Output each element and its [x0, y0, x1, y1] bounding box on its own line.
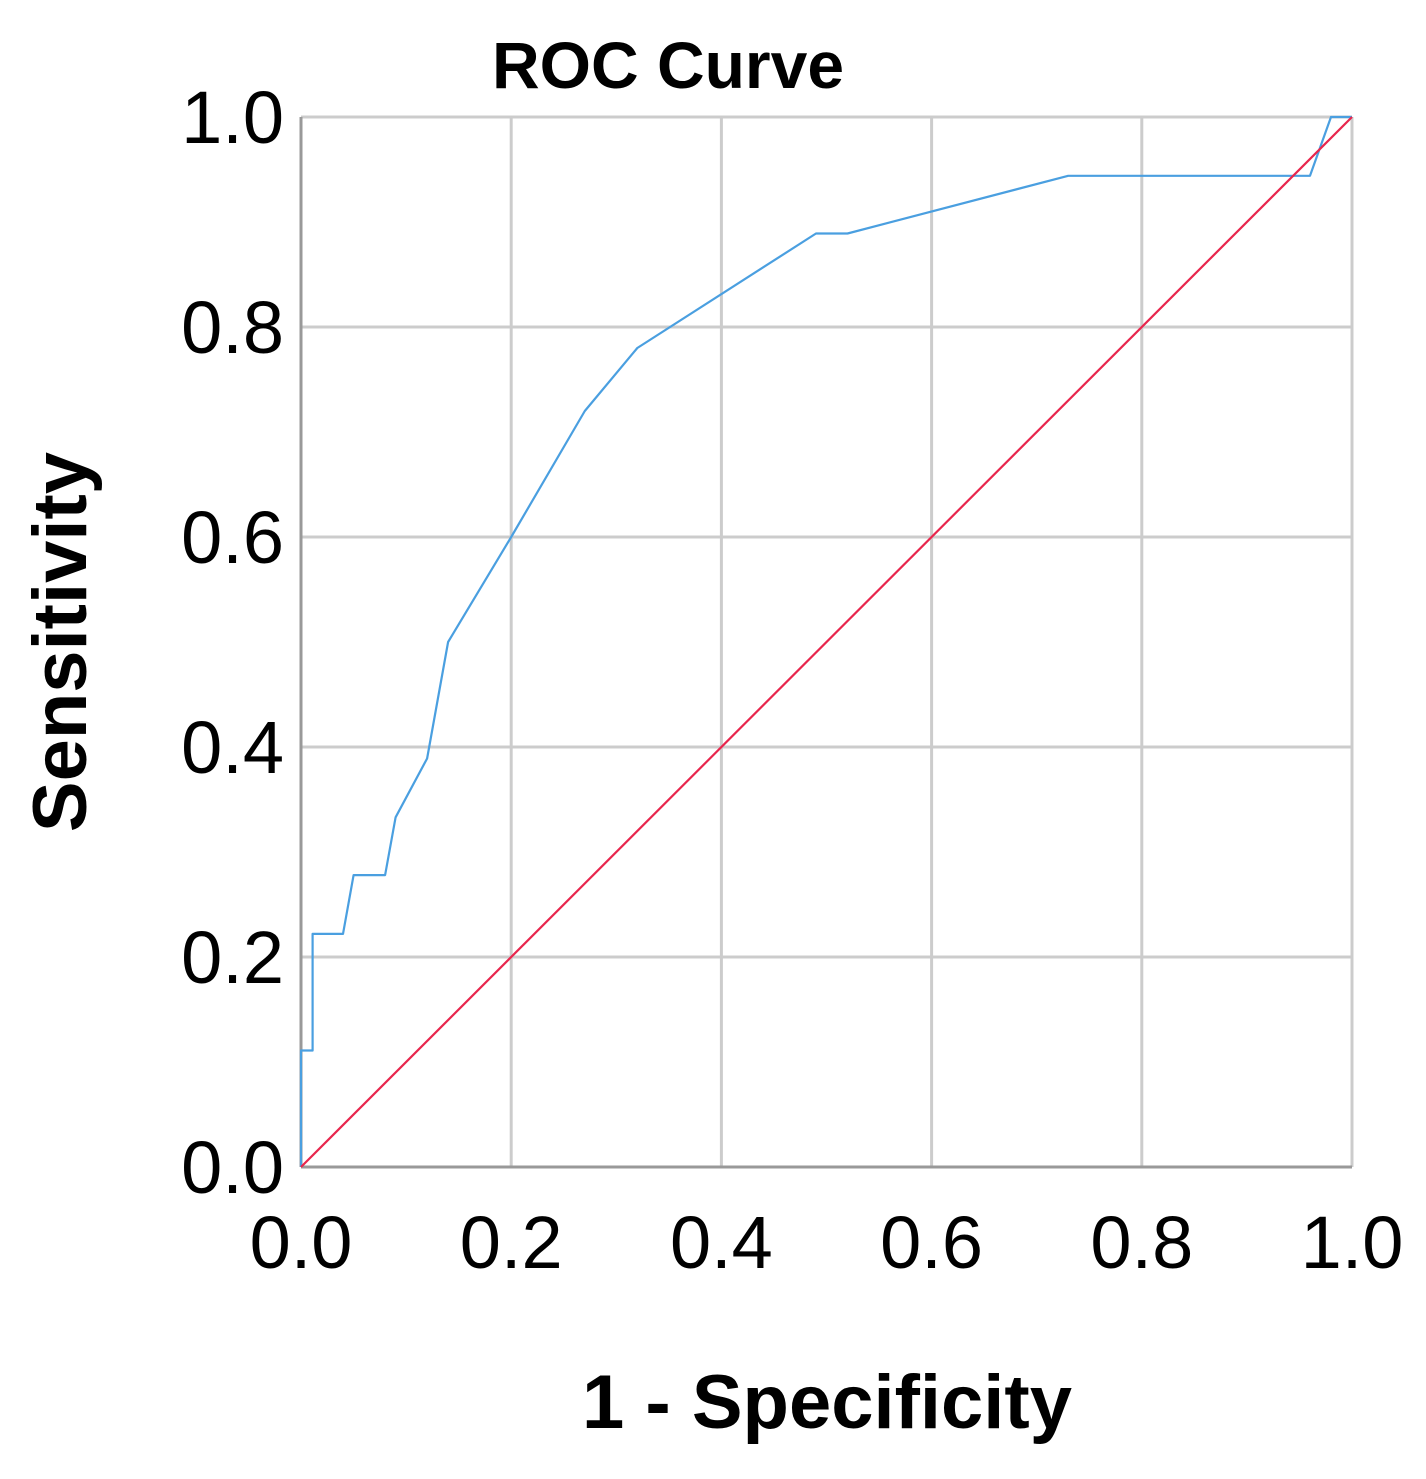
x-tick-label: 0.0: [250, 1201, 353, 1284]
series-layer: [299, 115, 1353, 1168]
y-tick-label: 0.4: [181, 706, 284, 789]
roc-curve-line: [299, 115, 1352, 1167]
x-tick-label: 0.6: [880, 1201, 983, 1284]
y-tick-label: 0.0: [181, 1126, 284, 1209]
x-tick-label: 0.8: [1090, 1201, 1193, 1284]
tick-label-layer: 0.0 0.2 0.4 0.6 0.8 1.0 0.0 0.2 0.4 0.6 0.8 1.0: [181, 76, 1403, 1284]
x-axis-label: 1 - Specificity: [582, 1360, 1072, 1445]
y-tick-label: 0.2: [181, 916, 284, 999]
x-tick-label: 0.4: [670, 1201, 773, 1284]
reference-diagonal-line: [300, 116, 1353, 1168]
y-tick-label: 1.0: [181, 76, 284, 159]
y-axis-label: Sensitivity: [18, 452, 103, 832]
y-tick-label: 0.6: [181, 496, 284, 579]
axis-layer: [299, 117, 1352, 1169]
y-tick-label: 0.8: [181, 286, 284, 369]
grid-layer: [301, 115, 1354, 1167]
x-tick-label: 0.2: [460, 1201, 563, 1284]
x-tick-label: 1.0: [1301, 1201, 1404, 1284]
chart-title: ROC Curve: [492, 28, 844, 102]
